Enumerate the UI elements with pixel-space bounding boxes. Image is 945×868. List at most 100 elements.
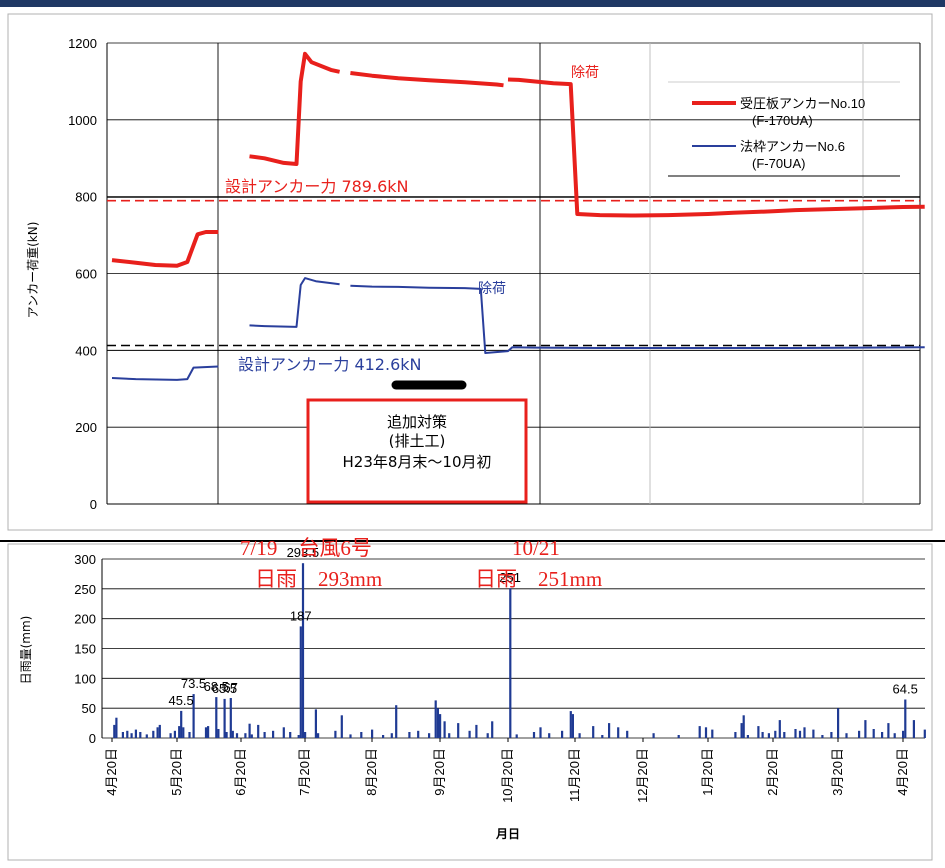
load-ytick-label: 0 bbox=[90, 497, 97, 512]
rain-xtick-label: 6月20日 bbox=[233, 748, 248, 796]
rain-bar bbox=[156, 727, 159, 738]
rain-bar bbox=[173, 730, 176, 738]
rain-bar bbox=[178, 726, 181, 738]
rain-ytick-label: 200 bbox=[74, 612, 96, 627]
load-ytick-label: 400 bbox=[75, 343, 97, 358]
rain-bar bbox=[457, 723, 460, 738]
typhoon-annotation-line1: 7/19 台風6号 bbox=[240, 536, 372, 560]
rain-bar bbox=[858, 730, 861, 738]
rain-data-label: 73.5 bbox=[181, 676, 206, 691]
ref-label-blue: 設計アンカー力 412.6kN bbox=[238, 355, 422, 374]
rain-bar bbox=[395, 705, 398, 738]
load-series-line bbox=[111, 365, 219, 381]
legend-sub-red: (F-170UA) bbox=[752, 113, 813, 128]
top-chart-border bbox=[7, 13, 933, 531]
rain-xtick-label: 7月20日 bbox=[297, 748, 312, 796]
rain-bar bbox=[145, 734, 148, 738]
rain-bar bbox=[539, 727, 542, 738]
rain-xtick-label: 12月20日 bbox=[635, 748, 650, 803]
rain-bar bbox=[215, 697, 218, 738]
rain-bar bbox=[774, 730, 777, 738]
rain-xlabel: 月日 bbox=[495, 827, 520, 841]
rain-bar bbox=[263, 732, 266, 738]
rain-bar bbox=[229, 698, 232, 738]
load-ylabel: アンカー荷重(kN) bbox=[26, 222, 40, 319]
rain-xtick-label: 4月20日 bbox=[104, 748, 119, 796]
rain-bar bbox=[115, 717, 118, 738]
legend-label-red: 受圧板アンカーNo.10 bbox=[740, 96, 865, 111]
rain-data-label: 64.5 bbox=[893, 682, 918, 697]
rain-ytick-label: 50 bbox=[82, 701, 96, 716]
rain-bar bbox=[652, 733, 655, 738]
design-lines bbox=[107, 197, 920, 351]
rain-data-label: 68.5 bbox=[204, 679, 229, 694]
countermeasure-line3: H23年8月末～10月初 bbox=[343, 453, 492, 471]
rain-bar bbox=[250, 734, 253, 738]
rain-bar bbox=[767, 733, 770, 738]
rain-bar bbox=[561, 730, 564, 738]
unload-label-blue: 除荷 bbox=[478, 281, 506, 297]
rain-bar bbox=[371, 729, 374, 738]
load-series-line bbox=[249, 51, 341, 166]
rain-bar bbox=[893, 733, 896, 738]
rain-bar bbox=[204, 727, 208, 738]
rain-ytick-label: 0 bbox=[89, 731, 96, 746]
load-ytick-label: 200 bbox=[75, 420, 97, 435]
rain-data-label: 293.5 bbox=[287, 545, 320, 560]
rain-bar bbox=[475, 724, 478, 738]
rain-bar bbox=[578, 733, 581, 738]
rain-bar bbox=[301, 563, 305, 738]
rain-bar bbox=[677, 735, 680, 738]
rain-bar bbox=[571, 714, 574, 738]
rain-bar bbox=[923, 729, 926, 738]
rain-bar bbox=[740, 723, 743, 738]
rain-bar bbox=[272, 730, 275, 738]
rain-bar bbox=[902, 730, 905, 738]
rain-bar bbox=[282, 727, 285, 738]
load-series-line bbox=[507, 77, 925, 218]
rain-xtick-label: 5月20日 bbox=[169, 748, 184, 796]
rain-bars bbox=[113, 563, 926, 738]
rain-xtick-label: 3月20日 bbox=[830, 748, 845, 796]
rain-bar bbox=[798, 730, 802, 738]
rain-bar bbox=[126, 730, 129, 738]
rain-bar bbox=[134, 729, 137, 738]
rain-bar bbox=[515, 734, 518, 738]
rain-bar bbox=[231, 730, 234, 738]
rain-bar bbox=[304, 732, 307, 738]
rain-data-label: 65.5 bbox=[212, 681, 237, 696]
rain-bar bbox=[746, 735, 749, 738]
rain-bar bbox=[169, 733, 172, 738]
rain-bar bbox=[845, 733, 848, 738]
oct-annotation-line1: 10/21 bbox=[512, 536, 560, 560]
rain-bar bbox=[207, 726, 210, 738]
rain-data-label: 187 bbox=[290, 608, 312, 623]
load-series-line bbox=[350, 284, 925, 354]
rain-bar bbox=[532, 732, 536, 738]
rain-xtick-label: 4月20日 bbox=[895, 748, 910, 796]
rain-bar bbox=[757, 726, 760, 738]
rain-bar bbox=[872, 729, 875, 738]
rain-bar bbox=[803, 727, 806, 738]
load-series bbox=[111, 51, 925, 381]
rain-bar bbox=[182, 727, 185, 738]
rain-bar bbox=[592, 726, 595, 738]
rain-grid: 0 50 100 150 200 250 300 4月20日 5月20日 6月20日 7月20日 8月… bbox=[74, 552, 925, 803]
rain-bar bbox=[340, 715, 343, 738]
rain-bar bbox=[180, 710, 183, 738]
rain-bar bbox=[837, 708, 840, 738]
typhoon-annotation-line2: 日雨 293mm bbox=[255, 567, 382, 591]
rain-bar bbox=[334, 730, 337, 738]
rain-bar bbox=[548, 733, 551, 738]
rain-bar bbox=[223, 698, 226, 738]
rain-bar bbox=[569, 711, 572, 738]
rain-bar bbox=[608, 723, 611, 738]
load-ytick-label: 1200 bbox=[68, 36, 97, 51]
rain-bar bbox=[794, 729, 797, 738]
rain-bar bbox=[783, 732, 786, 738]
load-ytick-label: 600 bbox=[75, 267, 97, 282]
rain-xtick-label: 11月20日 bbox=[567, 748, 582, 802]
rain-xtick-label: 10月20日 bbox=[500, 748, 515, 803]
rain-bar bbox=[509, 588, 512, 738]
